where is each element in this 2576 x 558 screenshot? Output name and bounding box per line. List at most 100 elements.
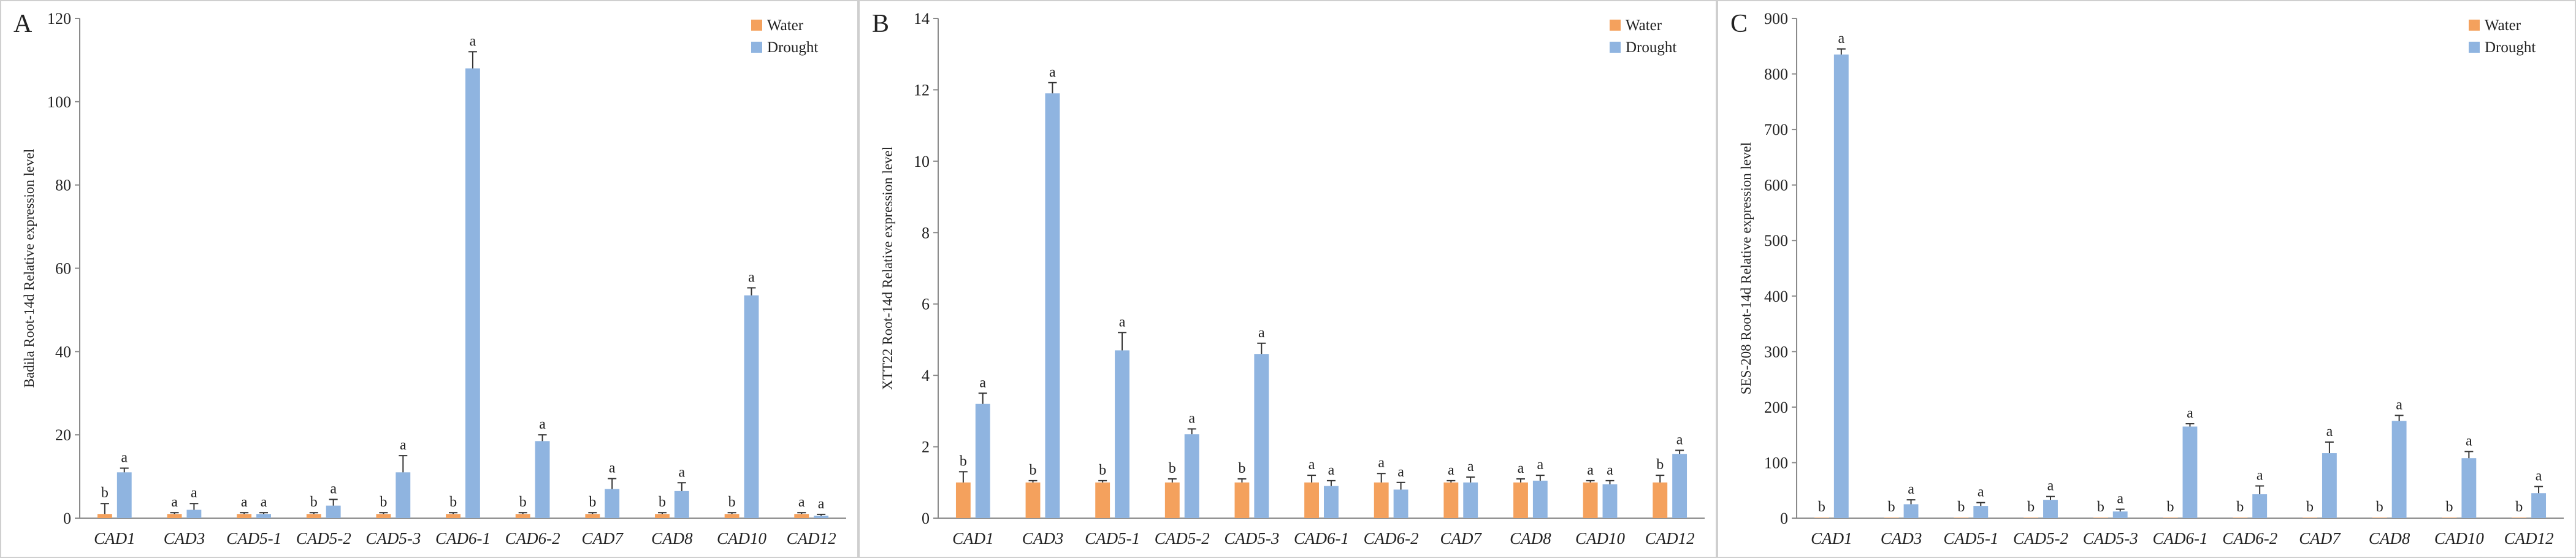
bar-drought-cad12 <box>814 515 829 518</box>
bar-water-cad5-2 <box>1164 482 1180 518</box>
bar-water-cad6-1 <box>446 514 461 518</box>
significance-letter: a <box>191 485 197 501</box>
significance-letter: b <box>1888 499 1895 515</box>
bar-drought-cad6-1 <box>2182 426 2198 518</box>
significance-letter: a <box>2117 491 2123 507</box>
x-tick-label: CAD12 <box>1645 529 1695 548</box>
bar-water-cad12 <box>794 514 809 518</box>
significance-letter: a <box>400 437 407 453</box>
significance-letter: b <box>2167 499 2174 515</box>
bar-chart-b: B 0 2 4 6 8 10 12 14 XTT22 Root-14d Relative expr… <box>858 0 1717 558</box>
chart-panel-a: A 0 20 40 60 80 100 120 Badila Root-14d Relative… <box>0 0 858 558</box>
bar-drought-cad3 <box>1045 93 1060 518</box>
bar-drought-cad7 <box>2322 453 2337 518</box>
significance-letter: a <box>1838 31 1844 47</box>
significance-letter: a <box>2047 478 2054 494</box>
significance-letter: b <box>1238 461 1245 476</box>
y-tick-label: 20 <box>55 426 71 444</box>
panel-label: B <box>872 10 889 38</box>
x-tick-label: CAD10 <box>2434 529 2485 548</box>
x-tick-label: CAD5-3 <box>2083 529 2138 548</box>
bar-water-cad7 <box>585 514 600 518</box>
significance-letter: a <box>330 481 337 497</box>
bar-water-cad10 <box>1583 482 1598 518</box>
significance-letter: b <box>2376 499 2383 515</box>
bar-drought-cad10 <box>744 295 759 518</box>
bar-water-cad6-1 <box>1304 482 1319 518</box>
y-tick-label: 600 <box>1764 177 1788 194</box>
bar-water-cad7 <box>1443 482 1459 518</box>
y-tick-label: 60 <box>55 260 71 278</box>
significance-letter: a <box>1978 484 1984 500</box>
significance-letter: a <box>1448 462 1454 478</box>
bar-drought-cad5-2 <box>326 505 341 518</box>
significance-letter: a <box>1537 457 1544 473</box>
x-tick-label: CAD1 <box>1811 529 1852 548</box>
bar-drought-cad5-2 <box>1184 434 1199 518</box>
bar-water-cad3 <box>1025 482 1041 518</box>
significance-letter: a <box>171 494 178 510</box>
bar-drought-cad5-3 <box>396 472 411 518</box>
bar-drought-cad5-1 <box>256 514 271 518</box>
y-tick-label: 200 <box>1764 399 1788 416</box>
significance-letter: b <box>1169 461 1176 476</box>
significance-letter: a <box>2536 468 2542 484</box>
bar-water-cad5-3 <box>376 514 391 518</box>
x-tick-label: CAD7 <box>582 529 624 548</box>
bar-drought-cad1 <box>117 472 132 518</box>
y-tick-label: 40 <box>55 343 71 361</box>
significance-letter: a <box>1309 457 1315 473</box>
bar-water-cad10 <box>724 514 740 518</box>
significance-letter: b <box>310 494 318 510</box>
y-tick-label: 800 <box>1764 66 1788 83</box>
bar-water-cad5-1 <box>237 514 252 518</box>
bar-drought-cad10 <box>2461 458 2477 518</box>
significance-letter: b <box>2236 499 2244 515</box>
bar-water-cad1 <box>955 482 971 518</box>
significance-letter: b <box>2445 499 2453 515</box>
significance-letter: a <box>2326 424 2333 440</box>
y-tick-label: 2 <box>922 438 930 456</box>
significance-letter: a <box>748 269 755 285</box>
bar-chart-c: C 0 100 200 300 400 500 600 700 800 900 SES-208 Roo… <box>1717 0 2576 558</box>
significance-letter: a <box>609 460 616 476</box>
bar-water-cad5-1 <box>1095 482 1110 518</box>
x-tick-label: CAD5-1 <box>1085 529 1140 548</box>
y-axis-label: Badila Root-14d Relative expression leve… <box>21 149 37 388</box>
x-tick-label: CAD12 <box>787 529 836 548</box>
x-tick-label: CAD10 <box>1575 529 1626 548</box>
bar-water-cad6-2 <box>515 514 530 518</box>
significance-letter: b <box>380 494 387 510</box>
legend-label-water: Water <box>1626 17 1662 34</box>
legend-label-drought: Drought <box>2485 39 2536 56</box>
panel-border <box>0 0 858 558</box>
y-tick-label: 6 <box>922 296 930 313</box>
bar-drought-cad6-1 <box>465 68 480 518</box>
bar-drought-cad10 <box>1602 484 1618 518</box>
bar-drought-cad8 <box>1532 480 1548 518</box>
legend-swatch-drought <box>1610 42 1621 53</box>
x-tick-label: CAD8 <box>651 529 693 548</box>
bar-drought-cad5-3 <box>1254 354 1269 518</box>
bar-drought-cad1 <box>1833 54 1849 519</box>
significance-letter: a <box>1049 64 1056 80</box>
x-tick-label: CAD7 <box>1440 529 1483 548</box>
significance-letter: b <box>2306 499 2314 515</box>
y-tick-label: 0 <box>922 510 930 527</box>
x-tick-label: CAD5-1 <box>226 529 281 548</box>
significance-letter: a <box>121 450 128 466</box>
x-tick-label: CAD3 <box>164 529 205 548</box>
bar-drought-cad7 <box>605 489 620 518</box>
y-tick-label: 0 <box>1780 510 1788 527</box>
y-tick-label: 0 <box>63 510 71 527</box>
significance-letter: a <box>1518 461 1524 476</box>
significance-letter: a <box>470 33 476 49</box>
significance-letter: a <box>1188 410 1195 426</box>
x-tick-label: CAD5-1 <box>1943 529 1998 548</box>
significance-letter: a <box>1328 462 1335 478</box>
x-tick-label: CAD1 <box>94 529 136 548</box>
bar-drought-cad6-2 <box>2252 494 2268 518</box>
significance-letter: b <box>589 494 596 510</box>
significance-letter: b <box>960 453 967 469</box>
significance-letter: a <box>1119 314 1126 330</box>
